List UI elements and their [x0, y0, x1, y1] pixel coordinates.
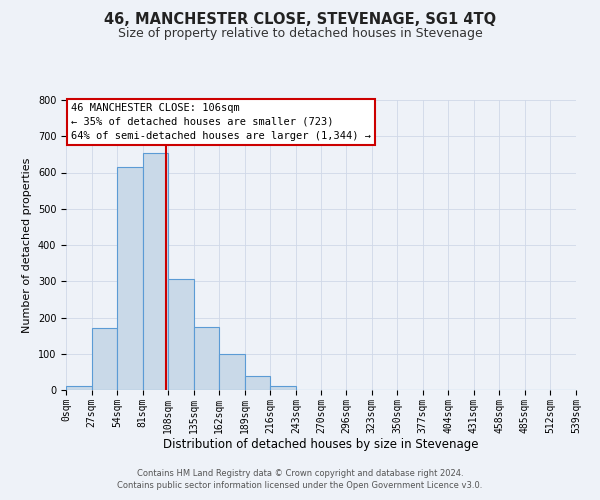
- Text: Contains HM Land Registry data © Crown copyright and database right 2024.
Contai: Contains HM Land Registry data © Crown c…: [118, 469, 482, 490]
- Text: 46, MANCHESTER CLOSE, STEVENAGE, SG1 4TQ: 46, MANCHESTER CLOSE, STEVENAGE, SG1 4TQ: [104, 12, 496, 28]
- Bar: [117, 167, 143, 390]
- Bar: [92, 328, 117, 390]
- X-axis label: Distribution of detached houses by size in Stevenage: Distribution of detached houses by size …: [163, 438, 479, 452]
- Bar: [168, 280, 194, 390]
- Bar: [194, 326, 219, 390]
- Bar: [66, 386, 92, 390]
- Bar: [219, 354, 245, 390]
- Bar: [245, 376, 271, 390]
- Y-axis label: Number of detached properties: Number of detached properties: [22, 158, 32, 332]
- Bar: [271, 386, 296, 390]
- Bar: [143, 152, 168, 390]
- Text: 46 MANCHESTER CLOSE: 106sqm
← 35% of detached houses are smaller (723)
64% of se: 46 MANCHESTER CLOSE: 106sqm ← 35% of det…: [71, 103, 371, 141]
- Text: Size of property relative to detached houses in Stevenage: Size of property relative to detached ho…: [118, 28, 482, 40]
